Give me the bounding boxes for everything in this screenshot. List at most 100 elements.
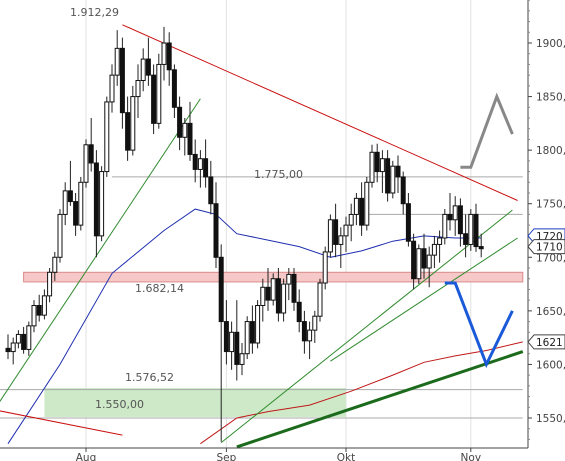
price-tag-label: 1621 bbox=[536, 337, 563, 349]
candle-body bbox=[390, 165, 396, 194]
candle-body bbox=[281, 283, 287, 314]
candle-0 bbox=[5, 334, 11, 360]
candle-body bbox=[140, 58, 146, 82]
candle-body bbox=[275, 278, 281, 314]
candle-body bbox=[182, 122, 188, 138]
candle-42 bbox=[223, 300, 229, 365]
candle-body bbox=[426, 254, 432, 269]
candle-body bbox=[166, 42, 172, 71]
candle-48 bbox=[255, 300, 261, 349]
trend-lines bbox=[0, 24, 524, 449]
candle-body bbox=[468, 213, 474, 245]
candle-body bbox=[208, 176, 214, 205]
candle-81 bbox=[426, 246, 432, 288]
candle-body bbox=[234, 331, 240, 365]
candle-body bbox=[145, 58, 151, 76]
candle-79 bbox=[416, 244, 422, 285]
candle-body bbox=[67, 190, 73, 203]
candle-body bbox=[41, 295, 47, 316]
candle-20 bbox=[109, 64, 115, 113]
candle-83 bbox=[437, 230, 443, 263]
candle-52 bbox=[275, 268, 281, 322]
candle-33 bbox=[177, 96, 183, 151]
candle-body bbox=[322, 251, 328, 284]
annotation-high: 1.912,29 bbox=[70, 6, 119, 19]
candle-4 bbox=[26, 321, 32, 356]
candle-6 bbox=[36, 294, 42, 322]
candle-36 bbox=[192, 139, 198, 183]
candle-body bbox=[88, 144, 94, 164]
annotation-1550: 1.550,00 bbox=[95, 398, 144, 411]
candle-70 bbox=[369, 144, 375, 188]
candle-body bbox=[437, 237, 443, 245]
y-tick-label-4: 1750,0 bbox=[536, 199, 565, 211]
candle-body bbox=[353, 197, 359, 215]
candle-body bbox=[416, 248, 422, 280]
candle-17 bbox=[93, 150, 99, 258]
candle-body bbox=[36, 305, 42, 316]
candle-body bbox=[333, 219, 339, 245]
price-tag-1621: 1621 bbox=[527, 334, 565, 350]
x-tick-label-1: Sep bbox=[217, 452, 237, 461]
trend-line-2 bbox=[0, 98, 201, 403]
candle-body bbox=[171, 69, 177, 108]
candle-51 bbox=[270, 273, 276, 306]
candle-body bbox=[405, 203, 411, 242]
candle-61 bbox=[322, 246, 328, 290]
candle-87 bbox=[457, 198, 463, 247]
candle-43 bbox=[229, 321, 235, 370]
x-tick-label-0: Aug bbox=[76, 452, 97, 461]
candle-body bbox=[130, 96, 136, 151]
candle-body bbox=[447, 213, 453, 221]
candle-body bbox=[78, 181, 84, 226]
candle-body bbox=[385, 158, 391, 194]
candle-23 bbox=[125, 96, 131, 161]
candle-16 bbox=[88, 118, 94, 172]
candle-body bbox=[31, 305, 37, 327]
candle-body bbox=[26, 325, 32, 350]
y-tick-label-1: 1600,0 bbox=[536, 359, 565, 371]
candle-85 bbox=[447, 193, 453, 231]
candle-body bbox=[265, 286, 271, 301]
candle-22 bbox=[119, 37, 125, 129]
candle-64 bbox=[338, 227, 344, 268]
candle-body bbox=[73, 201, 79, 226]
candles bbox=[5, 26, 484, 442]
candle-84 bbox=[442, 209, 448, 245]
candle-80 bbox=[421, 233, 427, 279]
candle-body bbox=[114, 47, 120, 76]
forecast-arrow-1 bbox=[444, 281, 514, 369]
candle-7 bbox=[41, 289, 47, 320]
candle-30 bbox=[161, 26, 167, 81]
candle-56 bbox=[296, 289, 302, 333]
candle-body bbox=[442, 213, 448, 239]
candle-27 bbox=[145, 37, 151, 86]
candle-15 bbox=[83, 139, 89, 188]
candle-77 bbox=[405, 193, 411, 247]
candle-71 bbox=[374, 143, 380, 183]
candle-body bbox=[135, 80, 141, 98]
candle-45 bbox=[239, 343, 245, 376]
candle-82 bbox=[431, 235, 437, 268]
candle-body bbox=[203, 158, 209, 178]
trend-line-4 bbox=[330, 237, 518, 362]
candle-66 bbox=[348, 203, 354, 242]
candle-body bbox=[431, 243, 437, 256]
y-tick-label-6: 1850,0 bbox=[536, 92, 565, 104]
candle-body bbox=[104, 101, 110, 173]
candle-body bbox=[109, 74, 115, 103]
candle-body bbox=[93, 162, 99, 237]
candle-body bbox=[161, 42, 167, 65]
candle-body bbox=[457, 205, 463, 235]
x-tick-label-2: Okt bbox=[337, 452, 355, 461]
x-tick-label-3: Nov bbox=[461, 452, 482, 461]
candle-body bbox=[307, 329, 313, 342]
candle-body bbox=[125, 112, 131, 151]
candle-91 bbox=[478, 233, 484, 258]
candle-18 bbox=[99, 166, 105, 242]
candle-11 bbox=[62, 182, 68, 226]
y-tick-label-0: 1550,0 bbox=[536, 413, 565, 425]
candle-body bbox=[359, 197, 365, 226]
trend-line-5 bbox=[236, 350, 524, 449]
candle-74 bbox=[390, 160, 396, 199]
